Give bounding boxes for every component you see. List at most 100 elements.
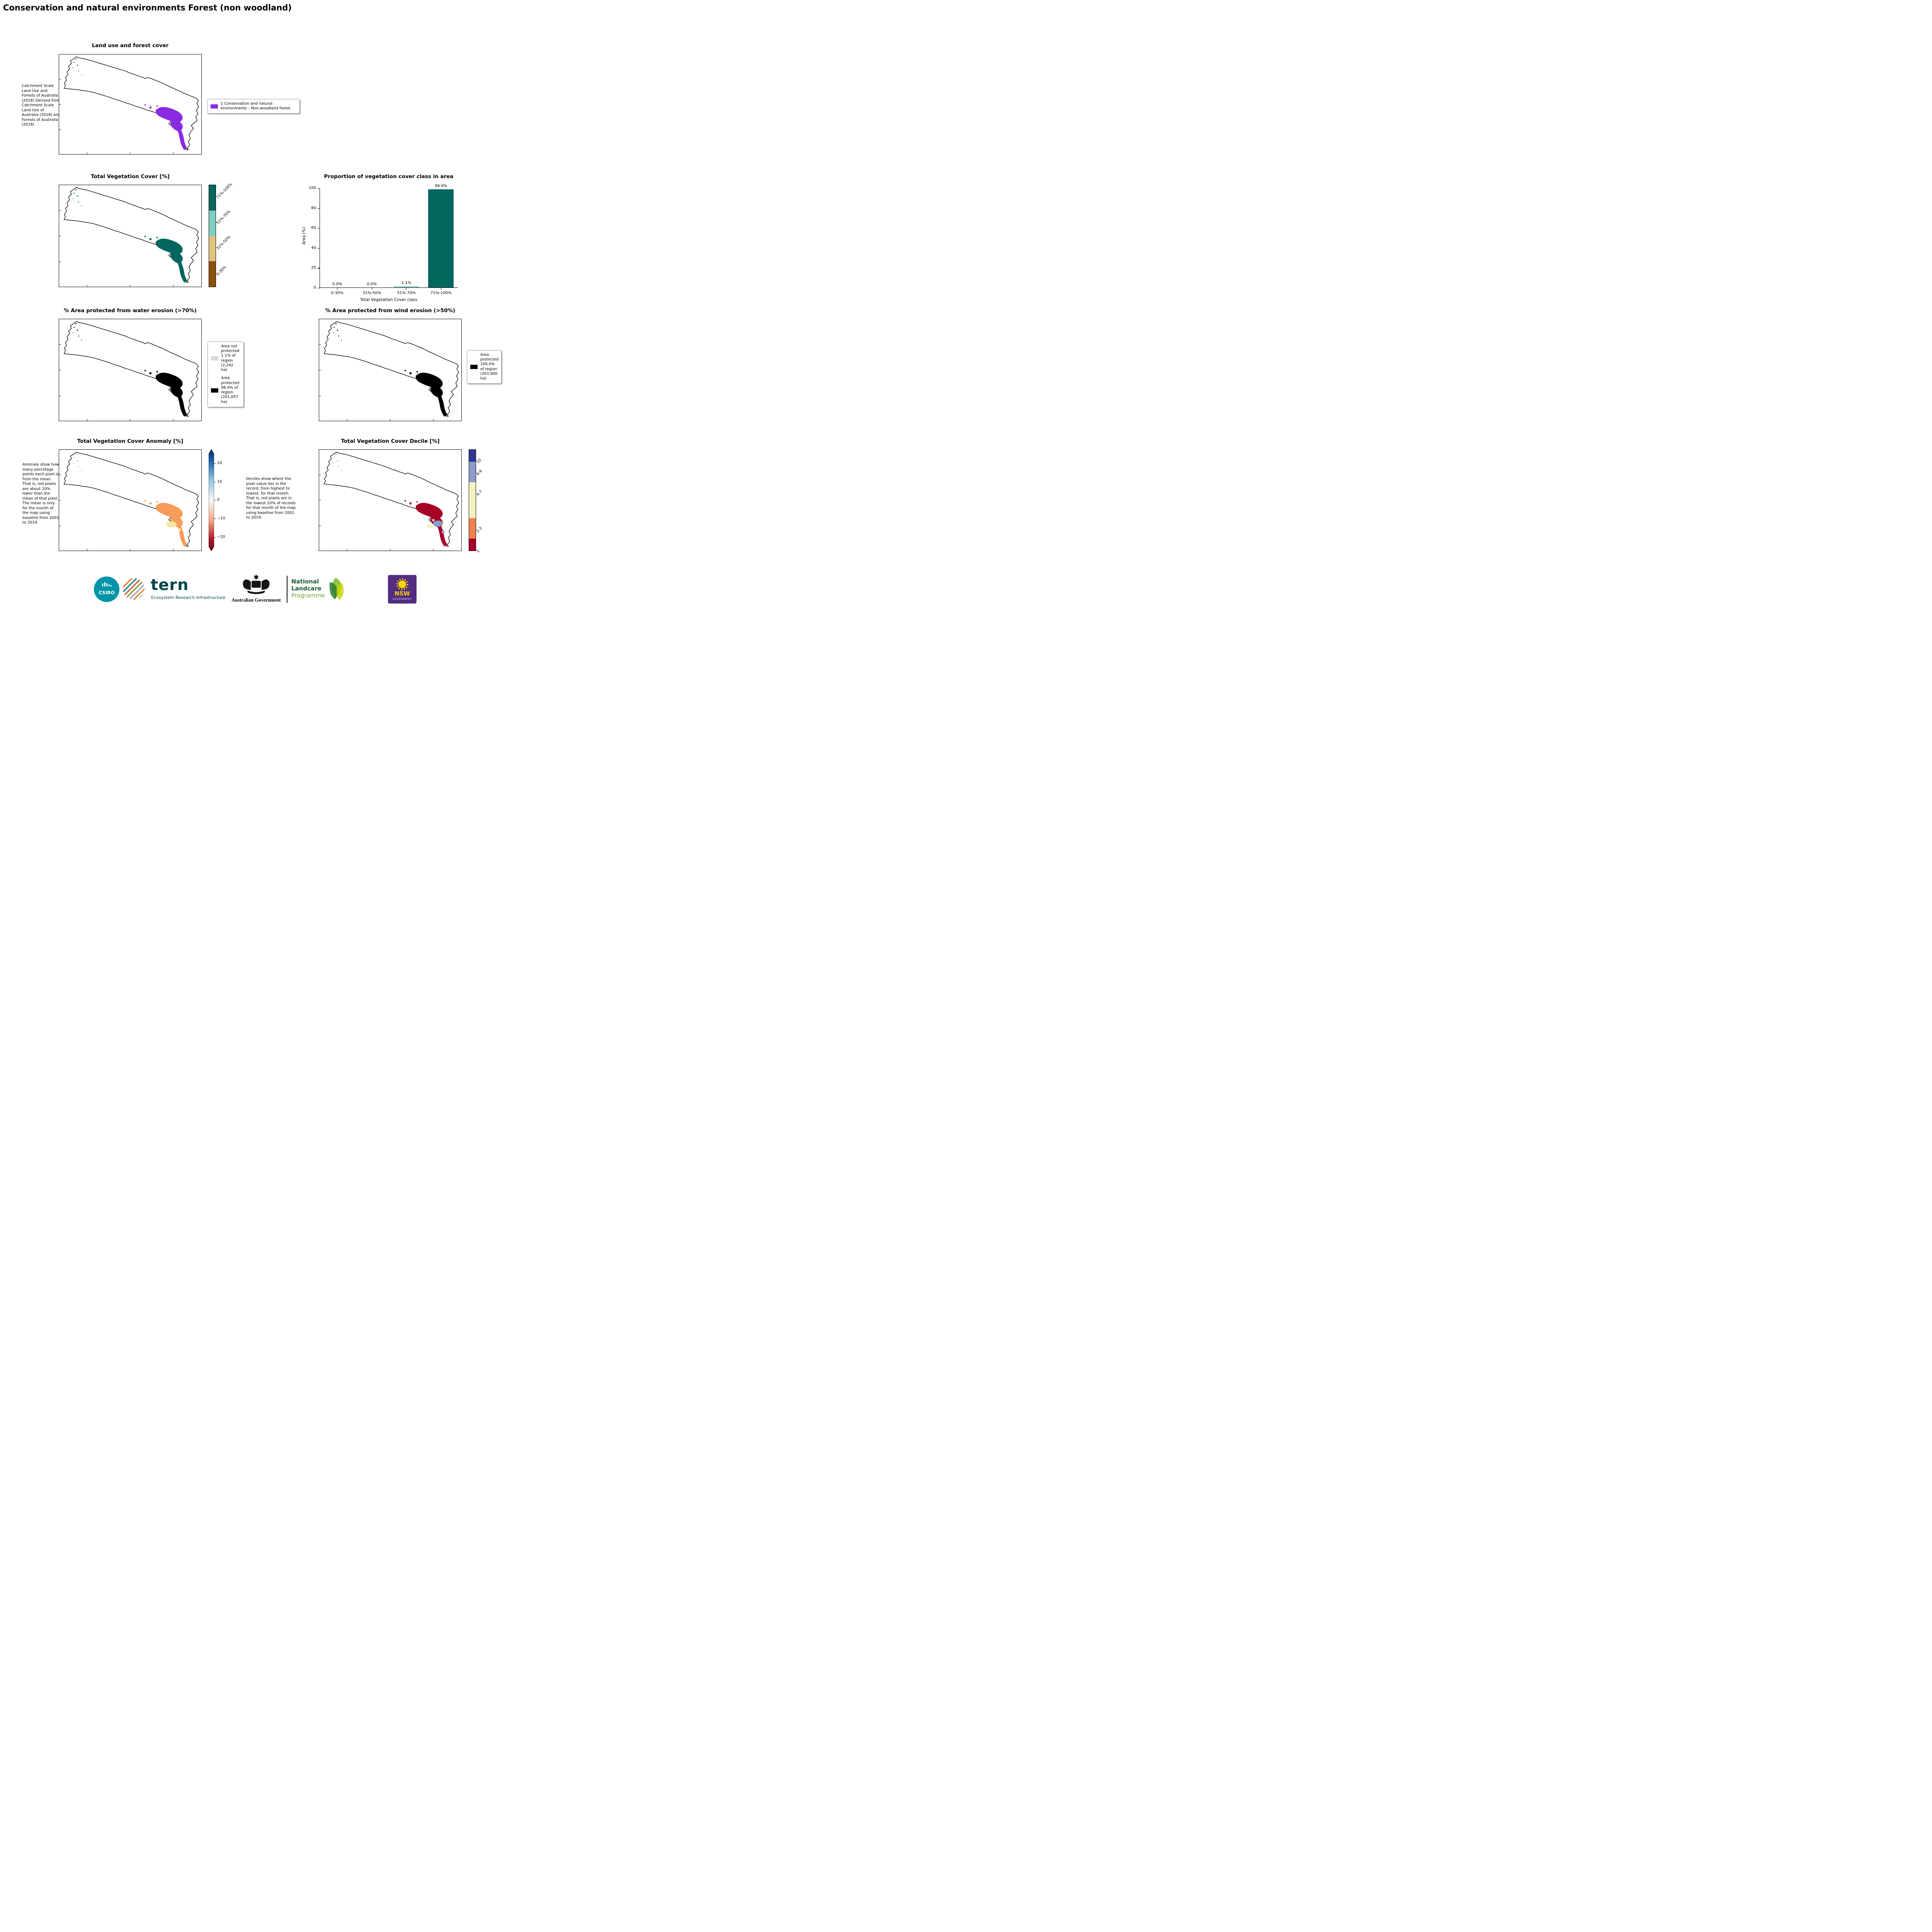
x-tick-label: 71%-100%	[430, 291, 452, 295]
anomaly-colorbar: 20 10 0 −10 −20	[208, 449, 232, 551]
nsw-government-label: GOVERNMENT	[393, 598, 412, 600]
colorbar-seg-71-100	[209, 185, 216, 211]
x-tick-label: 0-30%	[331, 291, 344, 295]
australian-government-crest	[239, 573, 274, 596]
x-tick-label: 31%-50%	[362, 291, 381, 295]
colorbar-label: 31%-50%	[216, 235, 232, 251]
legend-entry: 1 Conservation and natural environments …	[211, 102, 296, 111]
legend-entry: Area protected 100.0% of region (203,900…	[470, 353, 498, 381]
decile-yellow-patch	[427, 524, 433, 528]
landcare-wordmark: National Landcare Programme	[291, 578, 325, 599]
page-title: Conservation and natural environments Fo…	[3, 3, 292, 12]
map-axis-ticks	[319, 344, 434, 421]
black-swatch	[470, 365, 478, 369]
water-erosion-title: % Area protected from water erosion (>70…	[64, 308, 197, 314]
decile-blue-patch	[433, 520, 443, 527]
gray-swatch	[211, 356, 218, 361]
colorbar-label: 71%-100%	[216, 182, 233, 200]
decile-patches-nw	[332, 454, 342, 471]
colorbar	[469, 449, 476, 551]
veg-cover-map	[59, 185, 202, 287]
x-tick-label: 51%-70%	[397, 291, 416, 295]
colorbar-seg-0-30	[209, 261, 216, 287]
catchment-outline	[63, 321, 199, 417]
bar	[393, 286, 419, 287]
anomaly-map	[59, 449, 202, 551]
y-tick-label: 0	[313, 286, 316, 290]
colorbar-seg-31-50	[209, 236, 216, 262]
bar-value-label: 98.9%	[435, 184, 447, 188]
y-tick-label: 40	[311, 245, 316, 250]
bar-slot-71-100: 98.9%	[424, 184, 459, 287]
veg-cover-title: Total Vegetation Cover [%]	[91, 173, 170, 180]
catchment-outline	[323, 452, 459, 547]
anomaly-title: Total Vegetation Cover Anomaly [%]	[77, 438, 184, 444]
y-tick-label: 60	[311, 226, 316, 230]
colorbar-tick: 20	[214, 461, 222, 465]
veg-patches-nw	[72, 189, 82, 207]
decile-title: Total Vegetation Cover Decile [%]	[341, 438, 440, 444]
colorbar-label: 8-9	[476, 469, 483, 476]
map-axis-ticks	[59, 79, 173, 154]
legend-entry: Area not protected 1.1% of region (2,242…	[211, 344, 240, 372]
water-erosion-legend: Area not protected 1.1% of region (2,242…	[207, 342, 244, 407]
catchment-outline	[63, 452, 199, 547]
colorbar-label: 2-3	[476, 526, 483, 534]
bar-value-label: 0.0%	[367, 282, 377, 286]
bar-slot-0-30: 0.0%	[320, 188, 355, 287]
colorbar-label: 1	[476, 549, 481, 554]
colorbar-label: 0-30%	[216, 265, 228, 277]
bar-slot-31-50: 0.0%	[355, 188, 389, 287]
nsw-government-logo: NSW GOVERNMENT	[388, 575, 417, 604]
colorbar-seg-51-70	[209, 210, 216, 236]
report-page: Conservation and natural environments Fo…	[0, 0, 505, 611]
map-axis-ticks	[59, 210, 173, 287]
protected-patches-nw	[72, 323, 82, 341]
colorbar	[209, 185, 216, 287]
landcare-leaves-icon	[325, 575, 347, 602]
tern-subtitle: Ecosystem Research Infrastructure	[151, 595, 226, 600]
colorbar-label: 51%-70%	[216, 209, 232, 225]
land-use-map	[59, 54, 202, 155]
catchment-outline	[63, 56, 199, 150]
nsw-label: NSW	[395, 590, 410, 597]
colorbar-tick-label: 10	[217, 480, 222, 484]
decile-blue-patch	[441, 530, 445, 534]
wind-erosion-map	[319, 319, 462, 421]
anomaly-yellow-patch	[166, 521, 177, 527]
catchment-outline	[63, 187, 199, 283]
anomaly-yellow-patch	[178, 528, 181, 531]
decile-caption: Deciles show where the pixel value lies …	[246, 477, 296, 520]
y-tick: 100	[309, 186, 320, 190]
colorbar-seg-8-9	[469, 462, 476, 482]
wind-erosion-title: % Area protected from wind erosion (>50%…	[325, 308, 456, 314]
csiro-label: CSIRO	[99, 590, 115, 595]
legend-label: Area protected 100.0% of region (203,900…	[480, 353, 499, 381]
legend-entry: Area protected 98.9% of region (201,657 …	[211, 376, 240, 404]
y-tick-label: 100	[308, 186, 316, 190]
proportion-chart-plot: 0 20 40 60 80 100 0.0% 0.0% 1.1% 98.9% 0…	[309, 184, 459, 295]
landcare-line: Landcare	[291, 585, 321, 592]
legend-label: Area not protected 1.1% of region (2,242…	[221, 344, 240, 372]
colorbar-label: 4-7	[476, 489, 483, 497]
decile-map	[319, 449, 462, 551]
catchment-outline	[323, 321, 459, 417]
decile-yellow-patch	[432, 519, 435, 522]
bar-slot-51-70: 1.1%	[389, 188, 424, 287]
anomaly-patches-nw	[72, 454, 82, 471]
land-use-legend: 1 Conservation and natural environments …	[207, 99, 300, 114]
australian-government-label: Australian Government	[231, 597, 281, 603]
bar-value-label: 0.0%	[332, 282, 342, 286]
map-axis-ticks	[59, 344, 173, 421]
land-use-title: Land use and forest cover	[92, 43, 169, 49]
legend-label: Area protected 98.9% of region (201,657 …	[221, 376, 240, 404]
colorbar-tick-label: −10	[217, 516, 225, 520]
purple-swatch	[211, 104, 218, 109]
water-erosion-map	[59, 319, 202, 421]
waratah-icon	[398, 580, 406, 588]
colorbar-tick-label: −20	[217, 535, 225, 539]
colorbar-label: 10	[476, 458, 482, 464]
colorbar-seg-1	[469, 538, 476, 551]
legend-label: 1 Conservation and natural environments …	[221, 102, 291, 111]
colorbar-seg-10	[469, 450, 476, 462]
